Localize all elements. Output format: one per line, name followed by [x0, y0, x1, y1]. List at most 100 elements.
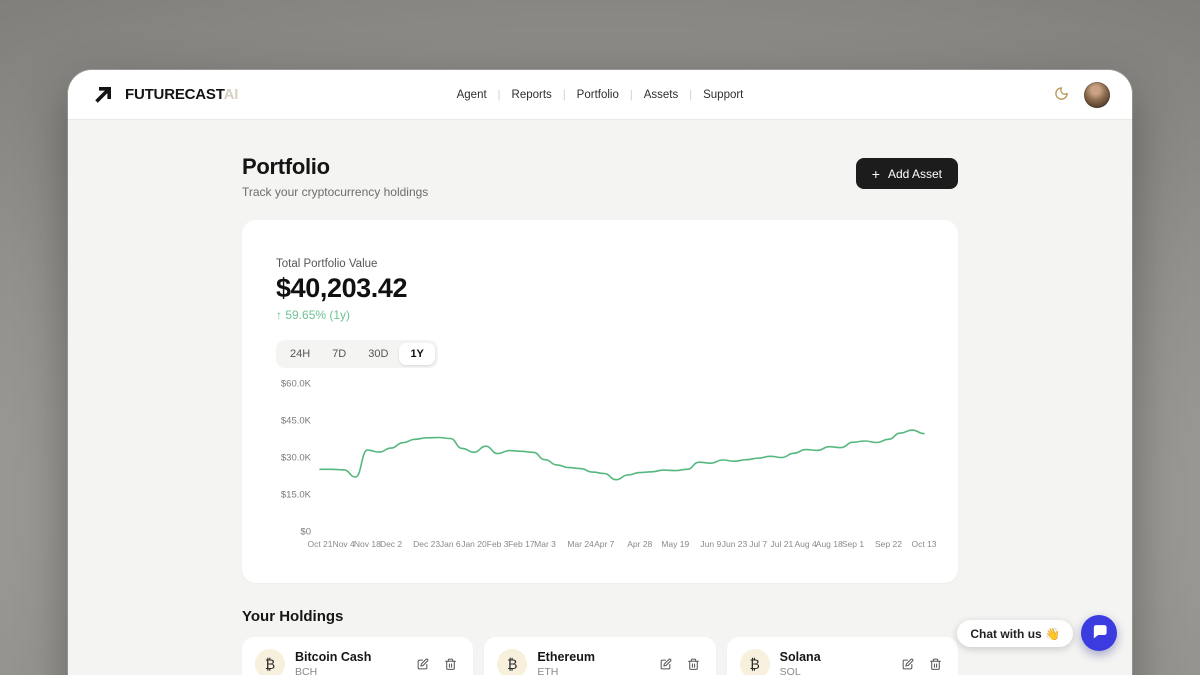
delete-asset-button[interactable] [684, 655, 703, 674]
x-axis-label: Apr 7 [594, 539, 615, 549]
navbar: FUTURECASTAI Agent | Reports | Portfolio | Ass… [68, 70, 1132, 120]
brand-suffix: AI [223, 86, 239, 103]
asset-actions [413, 655, 460, 674]
x-axis-label: Jun 23 [721, 539, 748, 549]
trash-icon [930, 658, 941, 670]
nav-separator: | [562, 88, 566, 101]
x-axis-label: Jan 20 [461, 539, 487, 549]
coin-icon: ₿ [497, 649, 528, 675]
coin-icon: ₿ [739, 649, 770, 675]
x-axis-label: Jun 9 [700, 539, 722, 549]
moon-icon [1054, 86, 1069, 104]
chat-bubble-icon [1091, 623, 1108, 643]
trash-icon [445, 658, 457, 670]
total-value-label: Total Portfolio Value [276, 258, 378, 270]
x-axis-label: Jul 21 [770, 539, 794, 549]
x-axis-label: Feb 3 [486, 539, 509, 549]
chat-button[interactable] [1081, 615, 1117, 651]
delete-asset-button[interactable] [926, 655, 945, 674]
main-nav: Agent | Reports | Portfolio | Assets | Support [457, 89, 744, 101]
x-axis-label: Mar 3 [534, 539, 556, 549]
x-axis-label: Oct 21 [307, 539, 333, 549]
coin-glyph: ₿ [264, 656, 276, 673]
page-subtitle: Track your cryptocurrency holdings [242, 185, 429, 199]
theme-toggle-button[interactable] [1054, 86, 1069, 104]
x-axis-label: Feb 17 [508, 539, 535, 549]
portfolio-value-card: Total Portfolio Value $40,203.42 ↑ 59.65… [242, 220, 958, 583]
range-1y[interactable]: 1Y [399, 343, 435, 365]
holdings-title: Your Holdings [242, 608, 344, 625]
nav-separator: | [629, 88, 633, 101]
holding-card: ₿ Bitcoin Cash BCH [242, 637, 474, 675]
portfolio-chart: $60.0K $45.0K $30.0K $15.0K $0 Oct 21 Nov 4 No… [276, 378, 937, 553]
range-24h[interactable]: 24H [279, 343, 321, 365]
edit-asset-button[interactable] [413, 655, 432, 674]
avatar[interactable] [1084, 81, 1110, 108]
brand-logo[interactable]: FUTURECASTAI [90, 82, 238, 108]
asset-ticker: ETH [537, 666, 559, 675]
brand-name: FUTURECASTAI [125, 86, 239, 103]
edit-asset-button[interactable] [656, 655, 675, 674]
navbar-right [1054, 81, 1110, 108]
asset-name: Ethereum [537, 650, 595, 664]
total-value-amount: $40,203.42 [276, 273, 408, 303]
x-axis-label: Sep 22 [874, 539, 902, 549]
nav-item-portfolio[interactable]: Portfolio [576, 88, 619, 101]
value-change-badge: ↑ 59.65% (1y) [276, 308, 351, 322]
coin-glyph: ₿ [507, 656, 518, 673]
x-axis-label: Jan 6 [439, 539, 461, 549]
edit-icon [417, 658, 429, 669]
main-content: Portfolio Track your cryptocurrency hold… [242, 120, 958, 675]
chat-with-us-pill[interactable]: Chat with us 👋 [957, 620, 1073, 647]
holdings-grid: ₿ Bitcoin Cash BCH [242, 637, 958, 675]
x-axis-label: Dec 2 [379, 539, 403, 549]
range-7d[interactable]: 7D [321, 343, 357, 365]
portfolio-line-chart [319, 429, 925, 481]
nav-item-reports[interactable]: Reports [511, 88, 552, 101]
range-30d[interactable]: 30D [357, 343, 399, 365]
asset-actions [898, 655, 945, 674]
x-axis-label: Nov 18 [353, 539, 381, 549]
page-header: Portfolio Track your cryptocurrency hold… [242, 154, 958, 199]
nav-item-agent[interactable]: Agent [456, 88, 487, 101]
chart-y-axis: $60.0K $45.0K $30.0K $15.0K $0 [276, 378, 320, 538]
app-window: FUTURECASTAI Agent | Reports | Portfolio | Ass… [68, 70, 1132, 675]
edit-asset-button[interactable] [898, 655, 917, 674]
coin-icon: ₿ [255, 649, 285, 675]
x-axis-label: Dec 23 [413, 539, 441, 549]
trash-icon [687, 658, 699, 670]
y-axis-label: $15.0K [280, 489, 311, 501]
x-axis-label: Aug 4 [794, 539, 817, 549]
y-axis-label: $45.0K [280, 415, 311, 427]
x-axis-label: Apr 28 [627, 539, 653, 549]
nav-item-assets[interactable]: Assets [643, 88, 679, 101]
x-axis-label: Sep 1 [841, 539, 865, 549]
y-axis-label: $60.0K [280, 378, 311, 390]
x-axis-label: Nov 4 [332, 539, 355, 549]
chart-plot-area: Oct 21 Nov 4 Nov 18 Dec 2 Dec 23 Jan 6 Jan 20 F… [307, 382, 937, 553]
x-axis-label: Aug 18 [815, 539, 843, 549]
x-axis-label: Oct 13 [911, 539, 937, 549]
y-axis-label: $30.0K [280, 452, 311, 464]
time-range-selector: 24H 7D 30D 1Y [276, 340, 438, 368]
edit-icon [660, 658, 672, 669]
nav-item-support[interactable]: Support [703, 88, 744, 101]
holding-card-header: ₿ Solana SOL [739, 649, 945, 675]
x-axis-label: Mar 24 [567, 539, 594, 549]
asset-ticker: BCH [295, 666, 318, 675]
delete-asset-button[interactable] [441, 655, 460, 674]
page-title: Portfolio [242, 154, 330, 179]
asset-name: Solana [779, 650, 821, 664]
add-asset-label: Add Asset [887, 166, 942, 181]
holding-card-header: ₿ Bitcoin Cash BCH [255, 649, 460, 675]
asset-actions [656, 655, 703, 674]
nav-separator: | [689, 88, 693, 101]
add-asset-button[interactable]: + Add Asset [855, 158, 958, 189]
holding-card: ₿ Ethereum ETH [484, 637, 716, 675]
asset-ticker: SOL [779, 666, 801, 675]
plus-icon: + [871, 165, 880, 182]
y-axis-label: $0 [300, 526, 311, 538]
edit-icon [902, 658, 914, 669]
arrow-up-right-icon [90, 82, 116, 108]
x-axis-label: May 19 [661, 539, 690, 549]
